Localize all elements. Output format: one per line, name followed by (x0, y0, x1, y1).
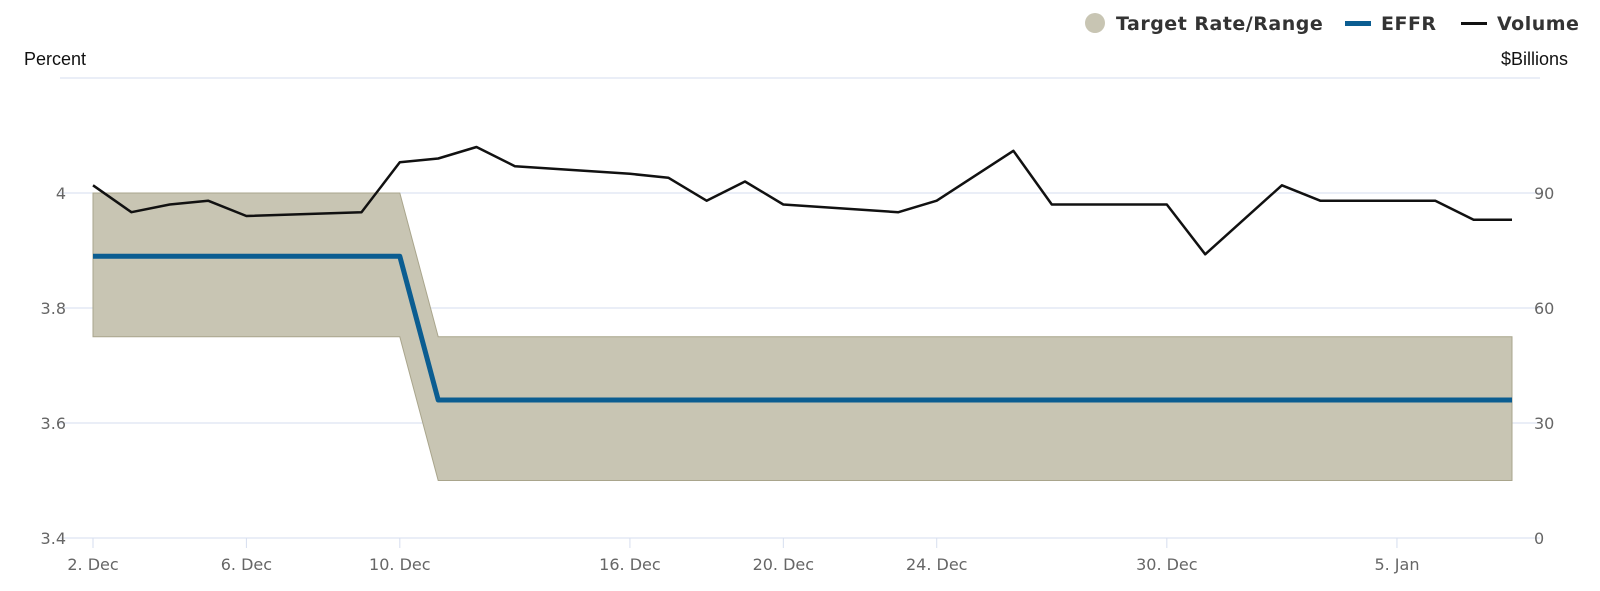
legend-item-volume[interactable]: Volume (1461, 13, 1579, 35)
x-tick-label: 20. Dec (753, 555, 815, 574)
legend-effr-marker (1345, 21, 1371, 26)
legend-target-marker (1085, 13, 1105, 33)
left-tick-label: 4 (56, 184, 66, 203)
legend-item-target[interactable]: Target Rate/Range (1085, 13, 1323, 35)
legend-volume-marker (1461, 22, 1487, 25)
x-tick-label: 5. Jan (1374, 555, 1419, 574)
legend-item-effr[interactable]: EFFR (1345, 13, 1437, 35)
right-axis-title: $Billions (1501, 49, 1568, 69)
left-tick-label: 3.4 (41, 529, 66, 548)
x-tick-label: 24. Dec (906, 555, 968, 574)
legend-target-label: Target Rate/Range (1116, 13, 1323, 35)
right-tick-label: 90 (1534, 184, 1554, 203)
left-axis-title: Percent (24, 49, 86, 69)
x-tick-label: 6. Dec (221, 555, 272, 574)
x-tick-label: 2. Dec (67, 555, 118, 574)
legend-effr-label: EFFR (1381, 13, 1437, 35)
left-tick-label: 3.6 (41, 414, 66, 433)
plot-area (92, 145, 1513, 481)
x-tick-label: 30. Dec (1136, 555, 1198, 574)
legend-volume-label: Volume (1497, 13, 1579, 35)
right-tick-label: 60 (1534, 299, 1554, 318)
volume-line (92, 145, 1512, 256)
x-tick-label: 10. Dec (369, 555, 431, 574)
axes: Percent $Billions 3.4 3.6 3.8 4 0 30 60 90 2. De… (24, 49, 1568, 574)
x-tick-label: 16. Dec (599, 555, 661, 574)
left-tick-label: 3.8 (41, 299, 66, 318)
right-tick-label: 0 (1534, 529, 1544, 548)
effr-line (93, 253, 1512, 403)
right-tick-label: 30 (1534, 414, 1554, 433)
target-range-area (92, 192, 1513, 481)
legend[interactable]: Target Rate/Range EFFR Volume (1085, 13, 1579, 35)
